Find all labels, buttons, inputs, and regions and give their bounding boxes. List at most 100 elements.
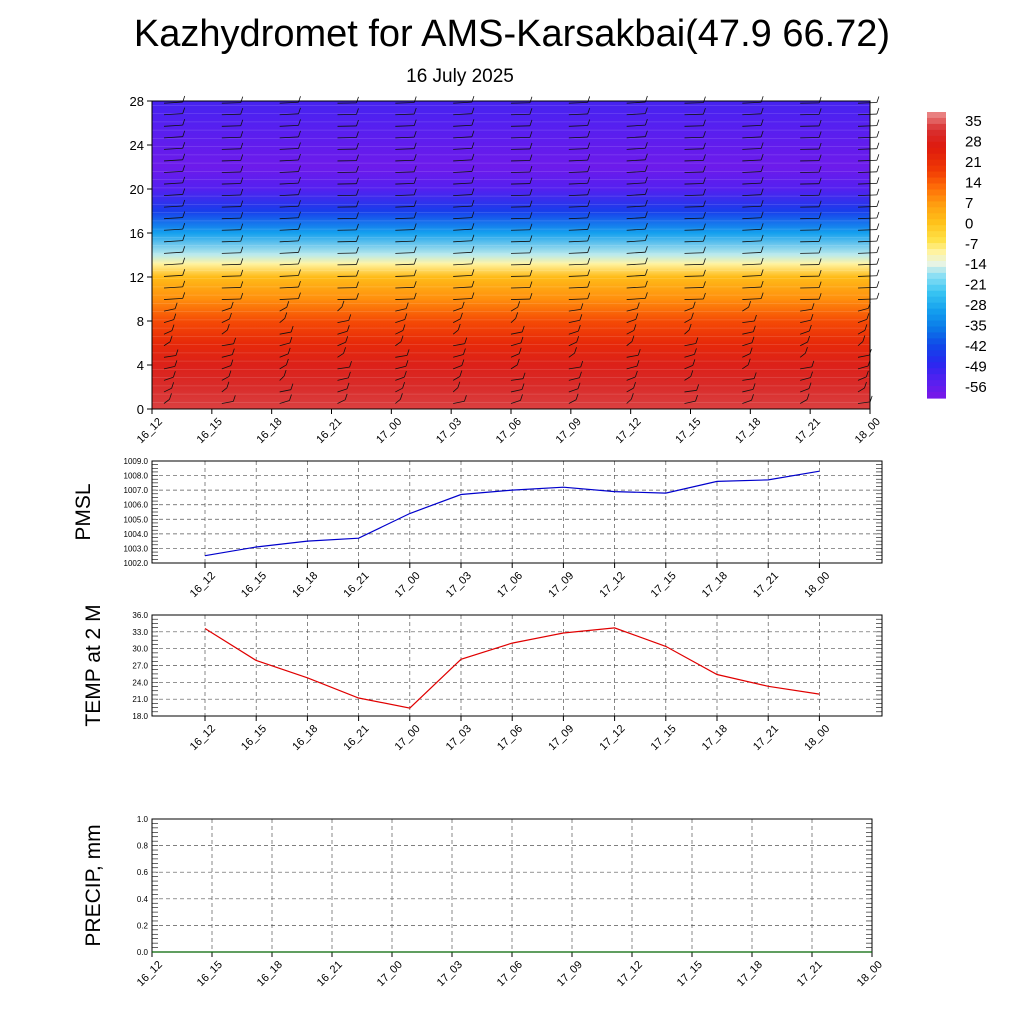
wind-barb-flag [760,165,764,172]
wind-barb-flag [284,312,288,319]
wind-barb-flag [818,293,822,300]
wind-barb [626,182,646,185]
x-tick-label: 17_21 [795,959,825,989]
wind-barb [684,102,704,104]
wind-barb [337,306,343,312]
wind-barb-flag [876,258,880,265]
colorbar-segment [927,255,946,262]
wind-barb [510,364,518,370]
wind-barb-flag [405,360,409,367]
wind-barb [742,320,755,324]
wind-barb [684,318,692,323]
wind-barb [221,136,241,139]
wind-barb-flag [471,165,475,172]
wind-barb-flag [694,348,697,355]
wind-barb-flag [356,246,359,254]
colorbar-segment [927,219,946,226]
wind-barb [395,387,403,393]
wind-barb-flag [173,313,177,320]
wind-barb-flag [876,211,880,219]
wind-barb [395,263,415,266]
y-tick-label: 0.0 [137,948,149,957]
wind-barb-flag [688,323,692,331]
x-tick-label: 17_18 [733,416,763,446]
wind-barb-flag [806,393,810,400]
wind-barb-flag [464,337,468,344]
x-tick-label: 16_15 [195,959,225,989]
wind-barb [857,102,877,104]
y-tick-label: 27.0 [132,662,148,671]
wind-barb [626,240,646,243]
wind-barb-flag [403,371,407,378]
wind-barb [857,318,868,324]
wind-barb-flag [876,188,880,196]
wind-barb [626,376,636,381]
wind-barb [337,330,348,335]
wind-barb [395,286,415,289]
colorbar-segment [927,308,946,316]
wind-barb-flag [286,301,290,308]
wind-barb-flag [356,212,359,219]
wind-barb-flag [471,280,475,288]
y-tick-label: 18.0 [132,712,148,721]
wind-barb-flag [703,154,706,161]
wind-barb [163,147,183,150]
wind-barb-flag [692,301,696,308]
wind-barb [684,125,704,127]
wind-barb-flag [818,223,822,231]
heatmap-field [152,101,870,409]
wind-barb-flag [240,235,244,242]
wind-barb [568,159,588,162]
wind-barb-flag [226,323,230,331]
wind-barb [684,171,704,173]
colorbar-segment [927,266,946,274]
x-tick-label: 17_12 [597,570,627,600]
wind-barb-flag [529,119,533,126]
wind-barb-flag [703,142,706,149]
wind-barb [279,182,299,185]
wind-barb [568,298,588,300]
wind-barb-flag [182,222,186,230]
wind-barb-flag [644,211,648,218]
wind-barb [857,229,877,231]
wind-barb [510,353,520,358]
wind-barb-flag [413,165,417,172]
wind-barb-flag [471,234,475,241]
wind-barb-flag [760,292,764,299]
wind-barb-flag [644,280,648,287]
wind-barb-flag [760,246,764,253]
wind-barb [453,343,465,347]
wind-barb [163,308,176,312]
wind-barb-flag [703,108,706,115]
wind-barb-flag [577,382,581,389]
wind-barb [163,240,183,243]
wind-barb [453,101,472,104]
wind-barb [626,251,646,254]
wind-barb [568,101,588,104]
wind-barb-flag [345,336,349,343]
x-tick-label: 17_06 [495,959,525,989]
colorbar-segment [927,237,946,244]
wind-barb [221,113,241,116]
wind-barb [684,329,690,335]
wind-barb [337,341,346,347]
x-tick-label: 18_00 [855,959,885,989]
wind-barb-flag [636,359,640,367]
wind-barb-flag [635,313,639,320]
wind-barb-flag [298,234,301,242]
colorbar-segment [927,386,946,393]
wind-barb [626,398,632,404]
wind-barb-flag [876,234,880,242]
wind-barb [684,113,704,116]
wind-barb-flag [356,96,359,103]
colorbar-label: -28 [965,297,987,314]
wind-barb-flag [587,130,591,138]
wind-barb-flag [405,302,409,309]
wind-barb-flag [529,200,533,207]
colorbar-segment [927,213,946,220]
wind-barb [510,400,521,404]
wind-barb [279,298,299,300]
wind-barb-flag [644,292,648,299]
wind-barb-flag [703,188,706,196]
wind-barb-flag [529,142,533,150]
